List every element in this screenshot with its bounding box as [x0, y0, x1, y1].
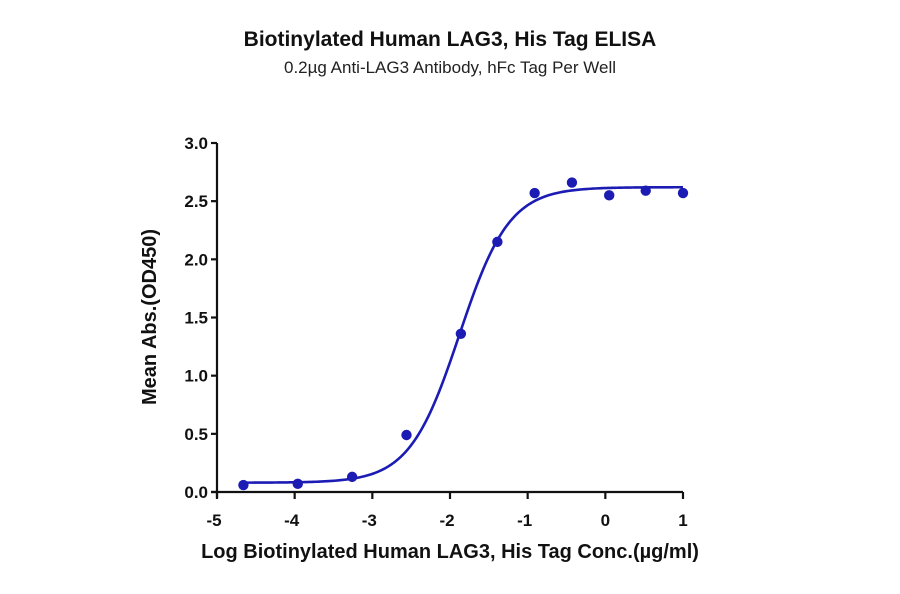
x-tick-label: -2 — [439, 511, 454, 530]
y-tick-label: 1.5 — [184, 309, 208, 328]
data-point — [566, 177, 578, 188]
chart-title: Biotinylated Human LAG3, His Tag ELISA — [243, 28, 657, 51]
data-point — [292, 478, 303, 490]
y-tick-label: 2.0 — [184, 250, 208, 269]
x-tick-label: 0 — [601, 511, 610, 530]
data-point — [401, 429, 412, 441]
fit-curve — [243, 185, 684, 484]
data-point — [529, 187, 540, 199]
data-points — [238, 177, 689, 491]
y-tick-label: 2.5 — [184, 192, 208, 211]
data-point — [677, 187, 689, 199]
y-tick-label: 0.5 — [184, 425, 208, 444]
data-point — [238, 479, 249, 491]
x-tick-label: -4 — [284, 511, 300, 530]
x-tick-label: 1 — [678, 511, 687, 530]
chart-subtitle: 0.2µg Anti-LAG3 Antibody, hFc Tag Per We… — [283, 58, 617, 77]
y-tick-label: 3.0 — [184, 134, 208, 153]
y-axis-title: Mean Abs.(OD450) — [139, 229, 161, 405]
data-point — [604, 190, 615, 201]
x-tick-label: -3 — [362, 511, 377, 530]
axes: 0.0 0.5 1.0 1.5 2.0 2.5 3.0 -5 -4 -3 -2 -1 0 1 — [184, 134, 687, 530]
x-axis-title: Log Biotinylated Human LAG3, His Tag Con… — [201, 541, 699, 563]
data-point — [640, 185, 651, 196]
data-point — [346, 471, 358, 483]
data-point — [492, 236, 503, 248]
x-tick-label: -5 — [206, 511, 221, 530]
x-tick-label: -1 — [517, 511, 532, 530]
y-tick-label: 1.0 — [184, 367, 208, 386]
y-tick-label: 0.0 — [184, 483, 208, 502]
data-point — [455, 328, 467, 339]
